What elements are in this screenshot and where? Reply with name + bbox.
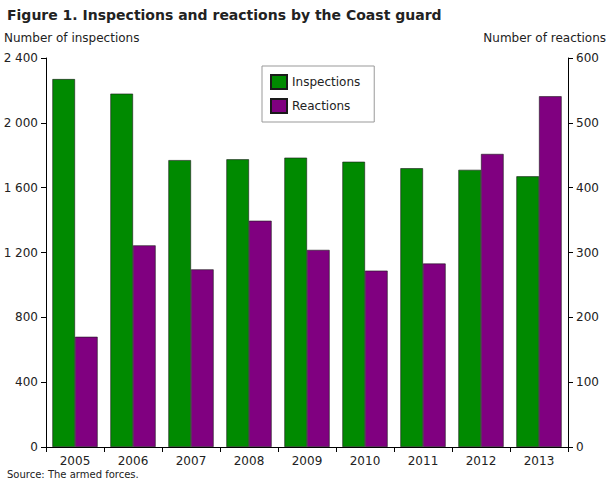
- svg-text:500: 500: [576, 116, 599, 130]
- svg-text:2010: 2010: [350, 454, 381, 468]
- svg-text:100: 100: [576, 375, 599, 389]
- svg-text:Inspections: Inspections: [292, 75, 360, 89]
- svg-text:2009: 2009: [292, 454, 323, 468]
- svg-text:2007: 2007: [176, 454, 207, 468]
- svg-text:600: 600: [576, 51, 599, 65]
- svg-text:300: 300: [576, 246, 599, 260]
- svg-text:2012: 2012: [466, 454, 497, 468]
- svg-text:0: 0: [576, 440, 584, 454]
- svg-text:1 200: 1 200: [4, 246, 38, 260]
- svg-text:2 000: 2 000: [4, 116, 38, 130]
- svg-text:Reactions: Reactions: [292, 99, 350, 113]
- svg-text:2011: 2011: [408, 454, 439, 468]
- svg-text:400: 400: [576, 181, 599, 195]
- svg-text:200: 200: [576, 310, 599, 324]
- svg-text:2008: 2008: [234, 454, 265, 468]
- svg-text:2 400: 2 400: [4, 51, 38, 65]
- svg-text:Source: The armed forces.: Source: The armed forces.: [7, 469, 139, 480]
- svg-text:2005: 2005: [60, 454, 91, 468]
- svg-text:Number of reactions: Number of reactions: [483, 31, 606, 45]
- svg-text:400: 400: [15, 375, 38, 389]
- svg-text:Number of inspections: Number of inspections: [4, 31, 139, 45]
- svg-text:2013: 2013: [524, 454, 555, 468]
- svg-text:2006: 2006: [118, 454, 149, 468]
- svg-text:Figure 1. Inspections and reac: Figure 1. Inspections and reactions by t…: [7, 7, 442, 23]
- svg-text:800: 800: [15, 310, 38, 324]
- svg-text:1 600: 1 600: [4, 181, 38, 195]
- svg-text:0: 0: [30, 440, 38, 454]
